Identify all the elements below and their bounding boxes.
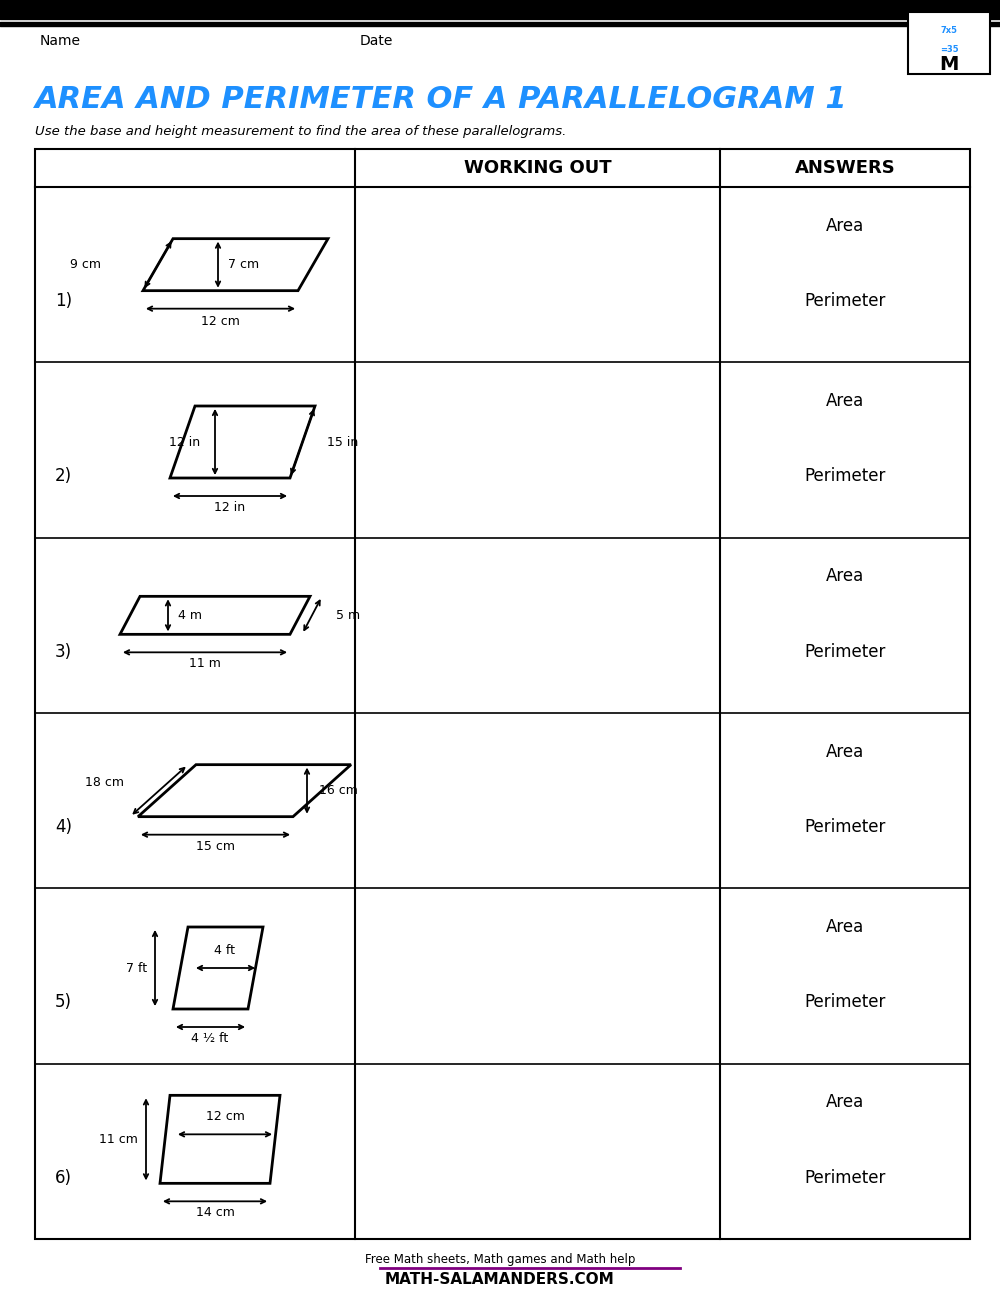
Text: Perimeter: Perimeter [804,1168,886,1187]
Text: Perimeter: Perimeter [804,467,886,485]
Text: 7x5: 7x5 [940,26,958,35]
Text: Perimeter: Perimeter [804,994,886,1012]
Text: Perimeter: Perimeter [804,292,886,311]
Text: Name: Name [40,34,81,48]
Text: 5): 5) [55,994,72,1012]
Text: 5 m: 5 m [336,609,360,622]
Text: Area: Area [826,917,864,936]
Text: 14 cm: 14 cm [196,1206,234,1219]
Text: Use the base and height measurement to find the area of these parallelograms.: Use the base and height measurement to f… [35,126,566,138]
Text: Area: Area [826,567,864,585]
Text: ANSWERS: ANSWERS [795,159,895,177]
Text: AREA AND PERIMETER OF A PARALLELOGRAM 1: AREA AND PERIMETER OF A PARALLELOGRAM 1 [35,84,848,114]
Text: MATH-SALAMANDERS.COM: MATH-SALAMANDERS.COM [385,1272,615,1286]
Text: Date: Date [360,34,393,48]
Text: 4): 4) [55,818,72,836]
Text: 4 m: 4 m [178,609,202,622]
Text: 4 ½ ft: 4 ½ ft [191,1033,229,1046]
Text: 12 cm: 12 cm [206,1110,244,1123]
Text: =35: =35 [940,45,958,53]
Text: Area: Area [826,392,864,410]
Text: 11 m: 11 m [189,657,221,670]
Text: 15 in: 15 in [327,436,358,449]
Text: 12 in: 12 in [169,436,201,449]
Text: 16 cm: 16 cm [319,784,358,797]
Text: Perimeter: Perimeter [804,818,886,836]
Text: 1): 1) [55,292,72,311]
Text: 12 cm: 12 cm [201,314,239,327]
Text: 4 ft: 4 ft [214,945,236,958]
Text: 11 cm: 11 cm [99,1132,138,1145]
Text: 3): 3) [55,643,72,661]
Text: Area: Area [826,743,864,761]
Text: 9 cm: 9 cm [70,259,101,272]
FancyBboxPatch shape [908,12,990,74]
Text: 15 cm: 15 cm [196,840,234,853]
Text: WORKING OUT: WORKING OUT [464,159,611,177]
Text: 2): 2) [55,467,72,485]
Text: 6): 6) [55,1168,72,1187]
Text: Free Math sheets, Math games and Math help: Free Math sheets, Math games and Math he… [365,1253,635,1266]
Text: 7 ft: 7 ft [126,961,147,974]
Text: 12 in: 12 in [214,501,246,514]
Text: Area: Area [826,1093,864,1112]
Text: Area: Area [826,216,864,234]
Text: M: M [939,56,959,74]
Bar [35,149,970,1238]
Text: 7 cm: 7 cm [228,259,259,272]
Text: Perimeter: Perimeter [804,643,886,661]
Text: 18 cm: 18 cm [85,776,124,789]
